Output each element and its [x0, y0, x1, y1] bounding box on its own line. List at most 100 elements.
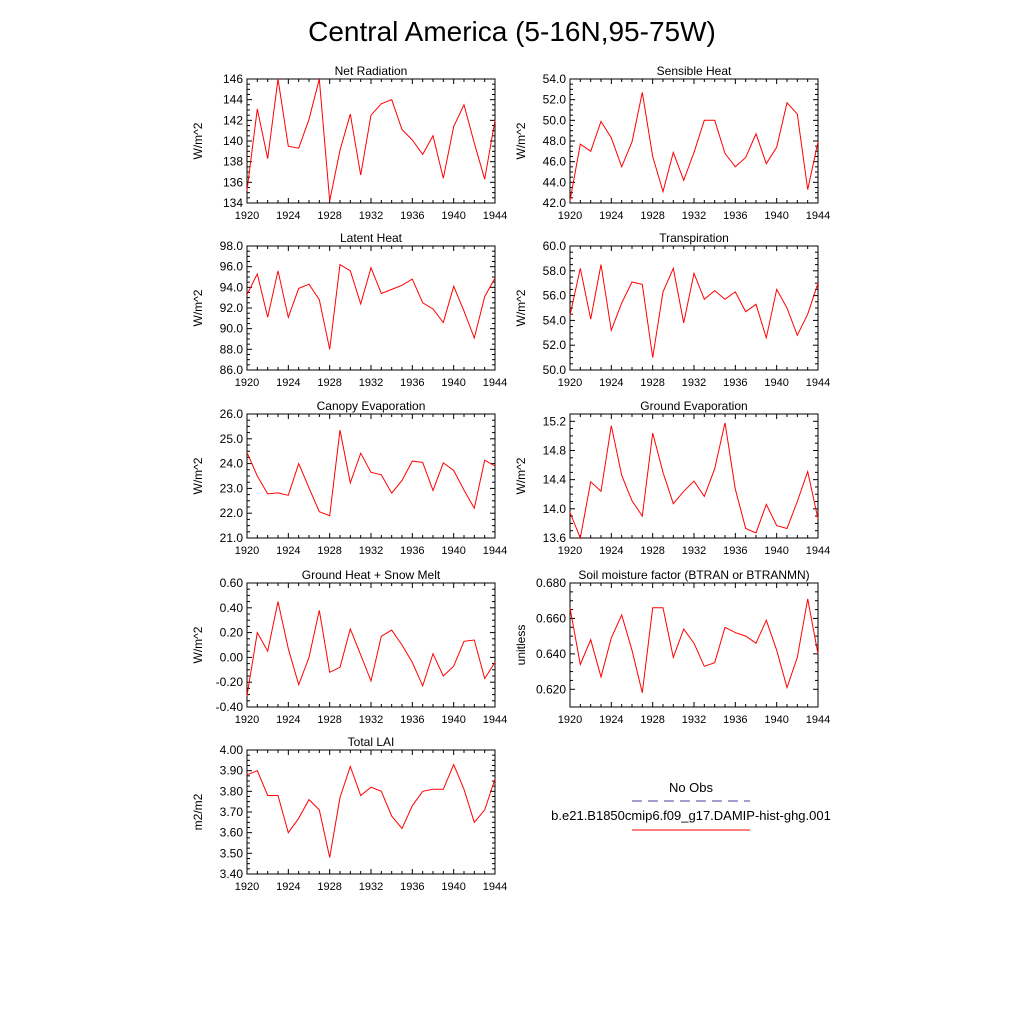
x-tick-label: 1944: [806, 545, 830, 557]
y-tick-label: 94.0: [220, 280, 244, 294]
y-axis-label: W/m^2: [191, 289, 205, 326]
y-tick-label: 25.0: [220, 432, 244, 446]
series-line-total-lai: [246, 763, 496, 858]
panel-frame: [246, 582, 496, 708]
panel-frame: [569, 245, 819, 371]
panel-title: Soil moisture factor (BTRAN or BTRANMN): [578, 568, 809, 582]
y-tick-label: 15.2: [543, 414, 567, 428]
x-tick-label: 1928: [640, 545, 664, 557]
y-tick-label: 58.0: [543, 264, 567, 278]
x-tick-label: 1936: [723, 210, 747, 222]
y-tick-label: 136: [223, 175, 243, 189]
y-tick-label: 26.0: [220, 407, 244, 421]
x-tick-label: 1924: [276, 210, 300, 222]
legend: No Obs b.e21.B1850cmip6.f09_g17.DAMIP-hi…: [551, 780, 831, 831]
x-tick-label: 1920: [558, 210, 582, 222]
x-tick-label: 1920: [558, 545, 582, 557]
x-tick-label: 1944: [483, 377, 507, 389]
x-tick-label: 1940: [764, 545, 788, 557]
x-tick-label: 1940: [441, 545, 465, 557]
x-tick-label: 1924: [276, 881, 300, 893]
panel-title: Total LAI: [348, 735, 395, 749]
y-tick-label: 54.0: [543, 313, 567, 327]
y-tick-label: 21.0: [220, 531, 244, 545]
y-tick-label: 60.0: [543, 239, 567, 253]
x-tick-label: 1932: [359, 210, 383, 222]
series-line-sensible-heat: [569, 92, 819, 201]
x-tick-label: 1924: [599, 545, 623, 557]
y-axis-label: W/m^2: [514, 457, 528, 494]
y-tick-label: 22.0: [220, 506, 244, 520]
panel-title: Transpiration: [659, 231, 729, 245]
x-tick-label: 1932: [359, 714, 383, 726]
y-tick-label: 90.0: [220, 322, 244, 336]
x-tick-label: 1928: [317, 714, 341, 726]
x-tick-label: 1920: [235, 881, 259, 893]
panel-frame: [246, 413, 496, 539]
x-tick-label: 1940: [764, 377, 788, 389]
y-tick-label: 44.0: [543, 175, 567, 189]
y-tick-label: 92.0: [220, 301, 244, 315]
x-tick-label: 1928: [317, 377, 341, 389]
y-tick-label: 14.4: [543, 473, 567, 487]
y-axis-label: W/m^2: [191, 122, 205, 159]
x-tick-label: 1920: [235, 210, 259, 222]
x-tick-label: 1920: [235, 377, 259, 389]
series-line-net-radiation: [246, 78, 496, 201]
x-tick-label: 1936: [400, 210, 424, 222]
x-tick-label: 1944: [483, 714, 507, 726]
x-tick-label: 1920: [558, 714, 582, 726]
legend-model-label: b.e21.B1850cmip6.f09_g17.DAMIP-hist-ghg.…: [551, 808, 831, 823]
x-tick-label: 1944: [806, 377, 830, 389]
x-tick-label: 1936: [723, 377, 747, 389]
panel-frame: [569, 582, 819, 708]
y-axis-label: W/m^2: [514, 289, 528, 326]
x-tick-label: 1924: [276, 714, 300, 726]
y-axis-label: W/m^2: [514, 122, 528, 159]
panel-total-lai: Total LAI m2/m2 3.40 3.50 3.60 3.70 3.80 3.90 4.…: [191, 735, 507, 893]
x-tick-label: 1928: [317, 210, 341, 222]
y-tick-label: 98.0: [220, 239, 244, 253]
y-tick-label: 3.50: [220, 846, 244, 860]
x-tick-label: 1932: [682, 714, 706, 726]
y-tick-label: 3.90: [220, 764, 244, 778]
y-tick-label: 0.620: [536, 682, 566, 696]
x-tick-label: 1940: [441, 881, 465, 893]
x-tick-label: 1924: [276, 377, 300, 389]
y-tick-label: 13.6: [543, 531, 567, 545]
panel-ground-heat-snow-melt: Ground Heat + Snow Melt W/m^2 -0.40 -0.20 0.…: [191, 568, 507, 726]
y-tick-label: 0.60: [220, 576, 244, 590]
y-tick-label: 0.00: [220, 650, 244, 664]
panel-title: Ground Evaporation: [640, 399, 747, 413]
x-tick-label: 1924: [599, 377, 623, 389]
x-tick-label: 1944: [806, 210, 830, 222]
panel-frame: [246, 245, 496, 371]
x-tick-label: 1932: [359, 377, 383, 389]
panel-frame: [246, 78, 496, 204]
panel-title: Latent Heat: [340, 231, 403, 245]
y-tick-label: -0.40: [216, 700, 244, 714]
x-tick-label: 1944: [483, 881, 507, 893]
panel-canopy-evaporation: Canopy Evaporation W/m^2 21.0 22.0 23.0 24.0 2…: [191, 399, 507, 557]
legend-obs-label: No Obs: [669, 780, 714, 795]
y-tick-label: 144: [223, 93, 243, 107]
panel-frame: [246, 749, 496, 875]
y-tick-label: 3.70: [220, 805, 244, 819]
y-tick-label: 88.0: [220, 342, 244, 356]
x-tick-label: 1928: [317, 881, 341, 893]
y-tick-label: 0.680: [536, 576, 566, 590]
y-axis-label: W/m^2: [191, 626, 205, 663]
series-line-ground-evaporation: [569, 422, 819, 540]
x-tick-label: 1944: [483, 210, 507, 222]
x-tick-label: 1920: [235, 714, 259, 726]
y-tick-label: 46.0: [543, 155, 567, 169]
panel-latent-heat: Latent Heat W/m^2 86.0 88.0 90.0 92.0 94.0 96.0…: [191, 231, 507, 389]
y-tick-label: 140: [223, 134, 243, 148]
y-axis-label: unitless: [514, 625, 528, 666]
x-tick-label: 1936: [400, 714, 424, 726]
y-tick-label: 23.0: [220, 481, 244, 495]
x-tick-label: 1936: [400, 377, 424, 389]
y-tick-label: 24.0: [220, 457, 244, 471]
x-tick-label: 1928: [640, 714, 664, 726]
